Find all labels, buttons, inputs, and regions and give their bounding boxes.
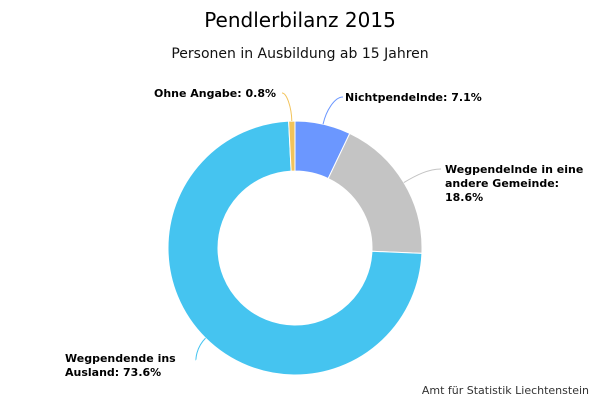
slice-wegpendelnde-in-eine-andere-gemeinde[interactable] <box>327 132 423 254</box>
credit-text: Amt für Statistik Liechtenstein <box>422 384 589 397</box>
label-wegpendelnde-in-eine-andere-gemeinde: Wegpendelnde in eine andere Gemeinde: 18.6… <box>445 163 583 204</box>
connector-group <box>195 92 442 361</box>
slice-ohne-angabe[interactable] <box>288 120 296 172</box>
slice-group <box>167 120 423 376</box>
slice-wegpendende-ins-ausland[interactable] <box>167 120 423 376</box>
connector-ohne-angabe <box>281 92 293 122</box>
connector-nichtpendelnde <box>322 96 344 125</box>
connector-wegpendelnde-in-eine-andere-gemeinde <box>403 168 442 183</box>
label-ohne-angabe: Ohne Angabe: 0.8% <box>154 87 276 100</box>
chart-title: Pendlerbilanz 2015 <box>204 8 396 32</box>
connector-wegpendende-ins-ausland <box>195 337 206 361</box>
chart-subtitle: Personen in Ausbildung ab 15 Jahren <box>171 46 428 62</box>
label-group: Nichtpendelnde: 7.1% Wegpendelnde in eine… <box>65 87 583 379</box>
label-nichtpendelnde: Nichtpendelnde: 7.1% <box>345 91 482 104</box>
label-wegpendende-ins-ausland: Wegpendende ins Ausland: 73.6% <box>65 352 176 379</box>
